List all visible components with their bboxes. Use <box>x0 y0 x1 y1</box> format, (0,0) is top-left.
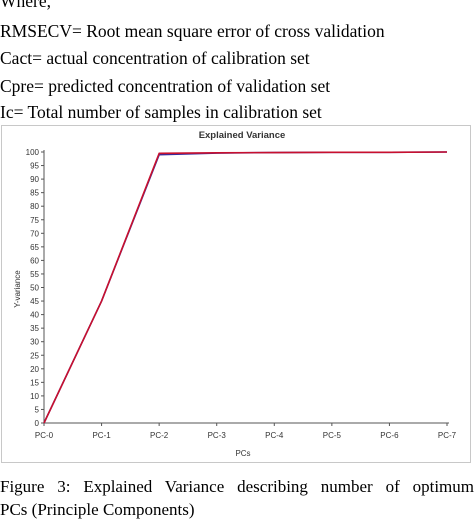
y-tick-label: 55 <box>30 270 39 279</box>
y-tick-label: 20 <box>30 365 39 374</box>
chart-title: Explained Variance <box>199 130 286 141</box>
y-tick-label: 85 <box>30 189 39 198</box>
x-tick-label: PC-4 <box>265 431 284 440</box>
y-tick-label: 30 <box>30 338 39 347</box>
y-tick-label: 45 <box>30 297 39 306</box>
definitions-intro: Where, <box>0 0 52 11</box>
explained-variance-chart: Explained Variance 0 5 10 15 20 25 30 35 40 45 50 5… <box>13 130 457 458</box>
y-tick-label: 60 <box>30 256 39 265</box>
definition-ic: Ic= Total number of samples in calibrati… <box>0 102 322 122</box>
definition-rmsecv: RMSECV= Root mean square error of cross … <box>0 21 385 41</box>
x-tick-label: PC-7 <box>438 431 457 440</box>
series-line-1 <box>43 151 448 424</box>
y-tick-label: 35 <box>30 324 39 333</box>
y-tick-label: 70 <box>30 229 39 238</box>
y-tick-label: 40 <box>30 311 39 320</box>
y-tick-label: 5 <box>35 405 40 414</box>
explained-variance-chart-frame <box>1 125 471 463</box>
y-tick-label: 90 <box>30 175 39 184</box>
x-axis-ticks: PC-0 PC-1 PC-2 PC-3 PC-4 PC-5 PC-6 PC-7 <box>35 423 457 440</box>
figure-caption-line-1: Figure 3: Explained Variance describing … <box>0 477 474 496</box>
y-tick-label: 10 <box>30 392 39 401</box>
y-tick-label: 0 <box>35 419 40 428</box>
chart-axes <box>43 150 449 424</box>
y-axis-ticks: 0 5 10 15 20 25 30 35 40 45 50 55 60 65 70 75 80 85 90 95 10… <box>26 148 44 428</box>
chart-series <box>43 151 448 424</box>
y-tick-label: 15 <box>30 378 39 387</box>
y-tick-label: 65 <box>30 243 39 252</box>
x-axis-label: PCs <box>235 449 250 458</box>
y-tick-label: 95 <box>30 162 39 171</box>
definition-cpre: Cpre= predicted concentration of validat… <box>0 76 331 96</box>
x-tick-label: PC-6 <box>380 431 399 440</box>
x-tick-label: PC-1 <box>92 431 111 440</box>
y-tick-label: 25 <box>30 351 39 360</box>
figure-caption-line-2: PCs (Principle Components) <box>0 500 195 519</box>
y-tick-label: 50 <box>30 284 39 293</box>
y-axis-label: Y-variance <box>13 270 22 308</box>
y-tick-label: 75 <box>30 216 39 225</box>
x-tick-label: PC-0 <box>35 431 54 440</box>
x-tick-label: PC-5 <box>323 431 342 440</box>
x-tick-label: PC-2 <box>150 431 169 440</box>
definition-cact: Cact= actual concentration of calibratio… <box>0 48 310 68</box>
y-tick-label: 80 <box>30 202 39 211</box>
series-line-2 <box>43 151 448 424</box>
x-tick-label: PC-3 <box>208 431 227 440</box>
y-tick-label: 100 <box>26 148 40 157</box>
